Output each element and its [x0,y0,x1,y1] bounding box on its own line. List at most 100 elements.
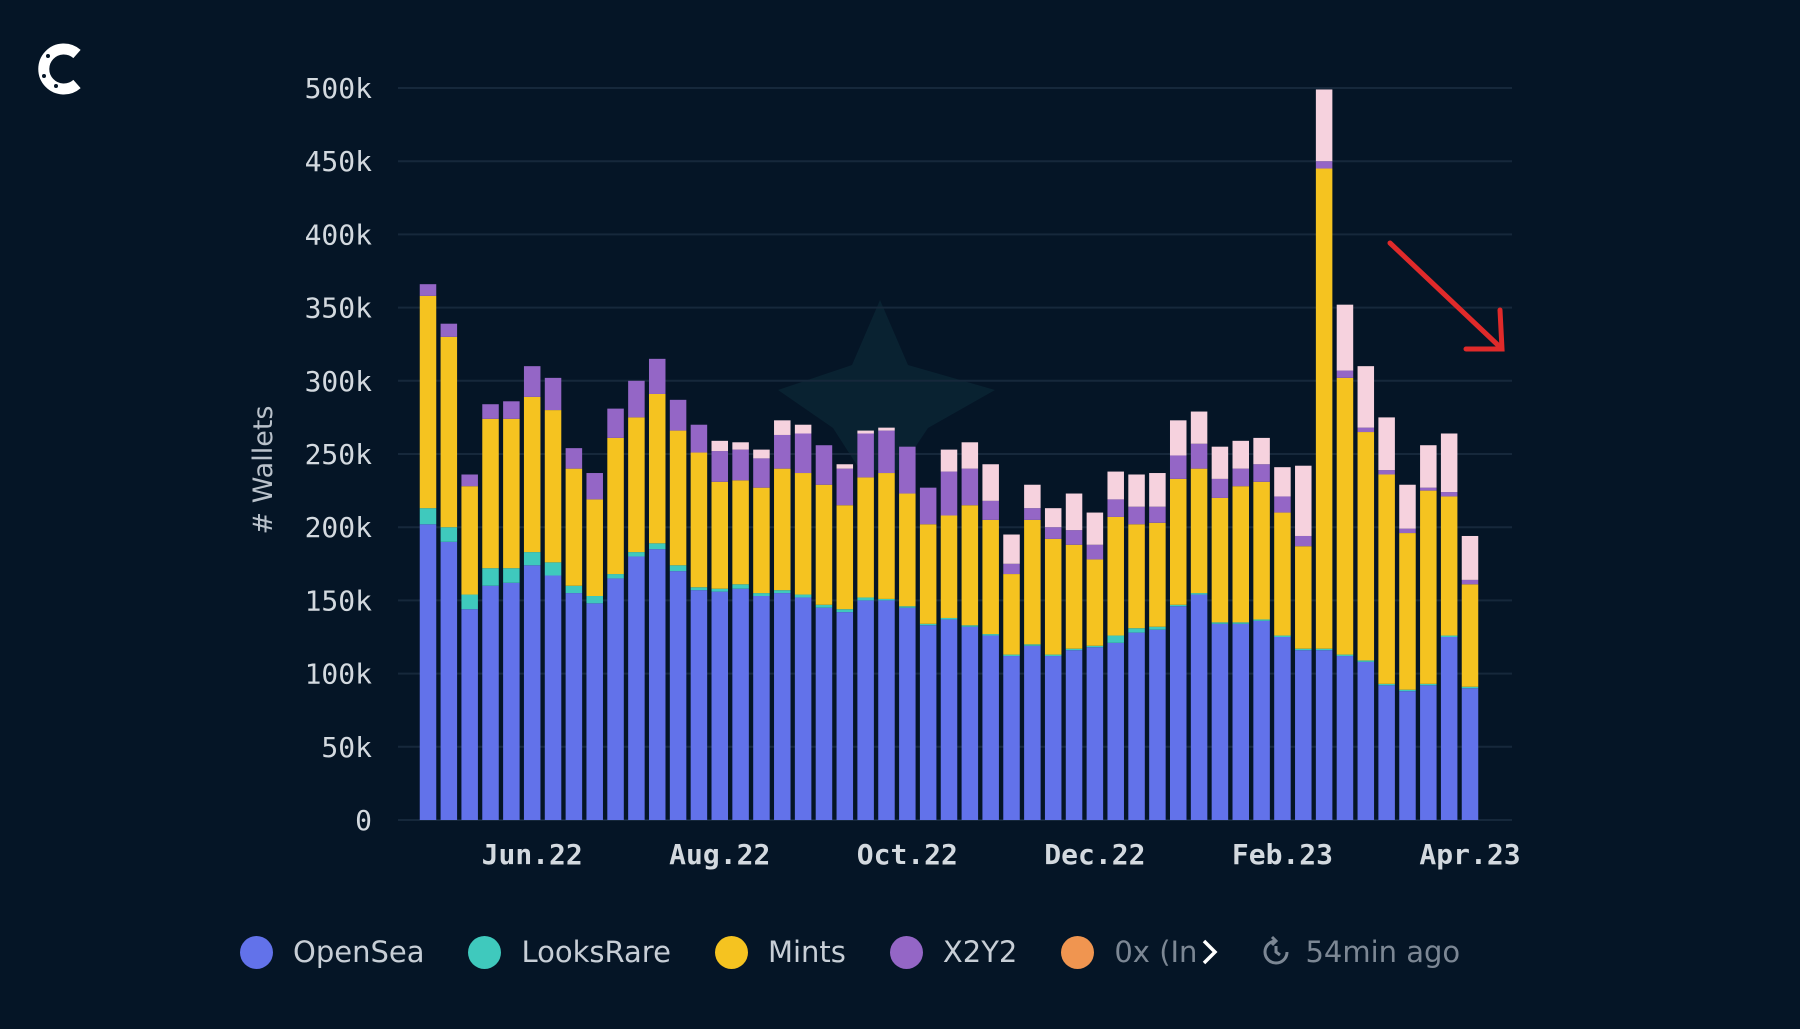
bar-segment-mints[interactable] [919,524,937,624]
bar-segment-looksrare[interactable] [815,604,833,608]
bar-segment-mints[interactable] [857,477,874,598]
bar-segment-opensea[interactable] [961,626,979,820]
bar-segment-mints[interactable] [1065,544,1083,649]
bar-segment-mints[interactable] [711,481,729,589]
bar-segment-opensea[interactable] [1440,637,1458,820]
bar-segment-opensea[interactable] [1169,606,1187,820]
bar-segment-opensea[interactable] [565,593,583,820]
bar-segment-other[interactable] [711,440,729,452]
bar-segment-opensea[interactable] [1295,650,1312,820]
legend-item-mints[interactable]: Mints [714,935,846,969]
bar-segment-looksrare[interactable] [899,606,916,608]
bar-segment-mints[interactable] [732,480,749,585]
bar-segment-x2y2[interactable] [711,451,729,482]
bar-segment-looksrare[interactable] [607,574,624,579]
bar-segment-other[interactable] [1190,411,1208,444]
bar-segment-opensea[interactable] [940,619,958,820]
bar-segment-opensea[interactable] [648,549,666,820]
bar-segment-mints[interactable] [1211,497,1229,623]
bar-segment-other[interactable] [1232,440,1250,469]
bar-segment-other[interactable] [1107,471,1124,500]
bar-segment-opensea[interactable] [1357,661,1375,820]
bar-segment-opensea[interactable] [1461,688,1479,820]
bar-segment-opensea[interactable] [1274,637,1291,820]
bar-segment-looksrare[interactable] [1253,619,1270,621]
bar-segment-x2y2[interactable] [628,380,645,418]
bar-segment-x2y2[interactable] [461,474,478,487]
bar-segment-opensea[interactable] [544,575,562,820]
bar-segment-looksrare[interactable] [1024,644,1041,646]
bar-segment-other[interactable] [982,464,999,501]
bar-segment-other[interactable] [1420,445,1437,488]
bar-segment-other[interactable] [1169,420,1187,456]
bar-segment-mints[interactable] [774,468,791,591]
bar-segment-opensea[interactable] [1378,685,1395,820]
bar-segment-looksrare[interactable] [1399,689,1416,692]
bar-segment-opensea[interactable] [732,588,749,820]
bar-segment-other[interactable] [1274,467,1291,497]
bar-segment-mints[interactable] [1190,468,1208,594]
bar-segment-mints[interactable] [1024,519,1041,645]
bar-segment-x2y2[interactable] [1107,499,1124,517]
bar-segment-other[interactable] [774,420,791,435]
bar-segment-x2y2[interactable] [836,468,854,506]
bar-segment-x2y2[interactable] [1044,527,1062,539]
bar-segment-opensea[interactable] [586,603,603,820]
bar-segment-x2y2[interactable] [878,430,895,474]
bar-segment-x2y2[interactable] [440,323,458,337]
bar-segment-looksrare[interactable] [586,596,603,604]
bar-segment-x2y2[interactable] [1336,370,1354,378]
bar-segment-x2y2[interactable] [1149,506,1166,523]
bar-segment-other[interactable] [961,442,979,469]
bar-segment-looksrare[interactable] [1378,683,1395,686]
bar-segment-opensea[interactable] [461,609,478,820]
bar-segment-looksrare[interactable] [1211,622,1229,624]
bar-segment-looksrare[interactable] [1420,683,1437,686]
bar-segment-opensea[interactable] [1128,632,1145,820]
bar-segment-opensea[interactable] [982,635,999,820]
bar-segment-looksrare[interactable] [753,593,770,597]
bar-segment-opensea[interactable] [774,593,791,820]
bar-segment-looksrare[interactable] [1295,648,1312,651]
bar-segment-looksrare[interactable] [1440,635,1458,637]
bar-segment-opensea[interactable] [878,600,895,820]
bar-segment-opensea[interactable] [1399,691,1416,820]
bar-segment-opensea[interactable] [1211,623,1229,820]
bar-segment-other[interactable] [1295,465,1312,536]
bar-segment-looksrare[interactable] [1086,645,1104,648]
bar-segment-other[interactable] [1086,512,1104,545]
bar-segment-opensea[interactable] [1190,594,1208,820]
bar-segment-looksrare[interactable] [1044,654,1062,657]
bar-segment-looksrare[interactable] [461,594,478,610]
bar-segment-x2y2[interactable] [774,434,791,469]
bar-segment-x2y2[interactable] [1169,455,1187,479]
bar-segment-x2y2[interactable] [1315,161,1333,169]
bar-segment-mints[interactable] [523,396,541,553]
bar-segment-x2y2[interactable] [419,284,437,296]
bar-segment-x2y2[interactable] [482,404,499,419]
bar-segment-opensea[interactable] [669,571,687,820]
bar-segment-x2y2[interactable] [523,366,541,397]
legend-item-x2y2[interactable]: X2Y2 [889,935,1017,969]
bar-segment-x2y2[interactable] [1086,544,1104,560]
bar-segment-mints[interactable] [565,468,583,586]
bar-segment-mints[interactable] [1315,168,1333,649]
bar-segment-opensea[interactable] [1107,642,1124,820]
bar-segment-opensea[interactable] [836,612,854,820]
bar-segment-looksrare[interactable] [440,527,458,542]
bar-segment-mints[interactable] [982,519,999,635]
bar-segment-x2y2[interactable] [899,446,916,494]
bar-segment-looksrare[interactable] [878,598,895,601]
bar-segment-looksrare[interactable] [419,508,437,525]
bar-segment-mints[interactable] [1107,516,1124,636]
bar-segment-mints[interactable] [878,473,895,599]
bar-segment-x2y2[interactable] [1065,530,1083,545]
bar-segment-looksrare[interactable] [482,568,499,586]
bar-segment-x2y2[interactable] [503,401,520,419]
bar-segment-opensea[interactable] [503,582,520,820]
bar-segment-other[interactable] [1399,484,1416,529]
bar-segment-x2y2[interactable] [1253,464,1270,482]
bar-segment-mints[interactable] [1253,481,1270,620]
bar-segment-looksrare[interactable] [794,594,812,598]
bar-segment-other[interactable] [1336,304,1354,371]
